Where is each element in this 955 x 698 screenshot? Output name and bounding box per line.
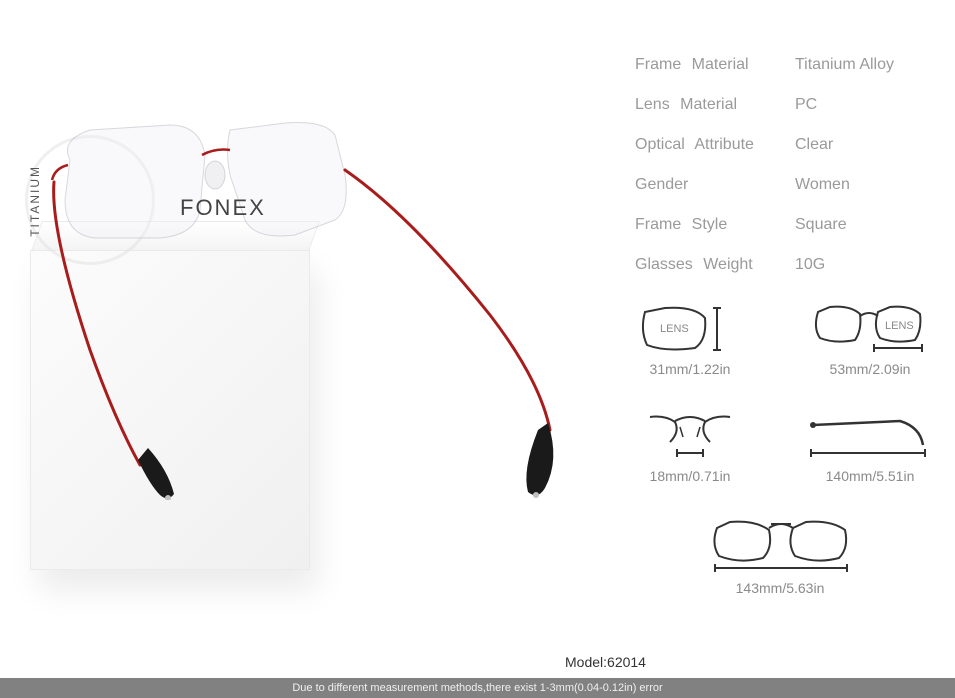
measure-lens-height: LENS 31mm/1.22in xyxy=(625,300,755,377)
spec-row: Frame Material Titanium Alloy xyxy=(635,45,935,85)
measure-frame-width: 143mm/5.63in xyxy=(700,514,860,596)
model-number: 62014 xyxy=(607,654,646,670)
spec-value: Titanium Alloy xyxy=(795,56,935,74)
spec-row: Frame Style Square xyxy=(635,205,935,245)
spec-value: Square xyxy=(795,216,935,234)
spec-row: Glasses Weight 10G xyxy=(635,245,935,285)
measurements-area: LENS 31mm/1.22in LENS 53mm/2.09in xyxy=(625,300,935,626)
spec-label: Frame Style xyxy=(635,216,795,234)
measure-label: 18mm/0.71in xyxy=(625,468,755,484)
spec-value: Women xyxy=(795,176,935,194)
spec-label: Gender xyxy=(635,176,795,194)
brand-text: FONEX xyxy=(180,195,266,221)
titanium-label: TITANIUM xyxy=(28,165,42,237)
spec-value: PC xyxy=(795,96,935,114)
measure-label: 143mm/5.63in xyxy=(700,580,860,596)
product-photo-area: TITANIUM FONEX xyxy=(0,0,630,650)
spec-label: Lens Material xyxy=(635,96,795,114)
spec-table: Frame Material Titanium Alloy Lens Mater… xyxy=(635,45,935,285)
model-label: Model: xyxy=(565,654,607,670)
spec-label: Frame Material xyxy=(635,56,795,74)
spec-row: Lens Material PC xyxy=(635,85,935,125)
model-line: Model:62014 xyxy=(565,654,646,670)
lens-word: LENS xyxy=(885,320,914,332)
spec-value: 10G xyxy=(795,256,935,274)
glasses-illustration xyxy=(50,120,610,500)
measure-temple: 140mm/5.51in xyxy=(805,407,935,484)
measure-lens-width: LENS 53mm/2.09in xyxy=(805,300,935,377)
measure-bridge: 18mm/0.71in xyxy=(625,407,755,484)
measure-label: 140mm/5.51in xyxy=(805,468,935,484)
measure-label: 31mm/1.22in xyxy=(625,361,755,377)
footer-note: Due to different measurement methods,the… xyxy=(0,678,955,698)
spec-label: Optical Attribute xyxy=(635,136,795,154)
spec-row: Optical Attribute Clear xyxy=(635,125,935,165)
lens-word: LENS xyxy=(660,323,689,335)
spec-row: Gender Women xyxy=(635,165,935,205)
measure-label: 53mm/2.09in xyxy=(805,361,935,377)
spec-label: Glasses Weight xyxy=(635,256,795,274)
spec-value: Clear xyxy=(795,136,935,154)
